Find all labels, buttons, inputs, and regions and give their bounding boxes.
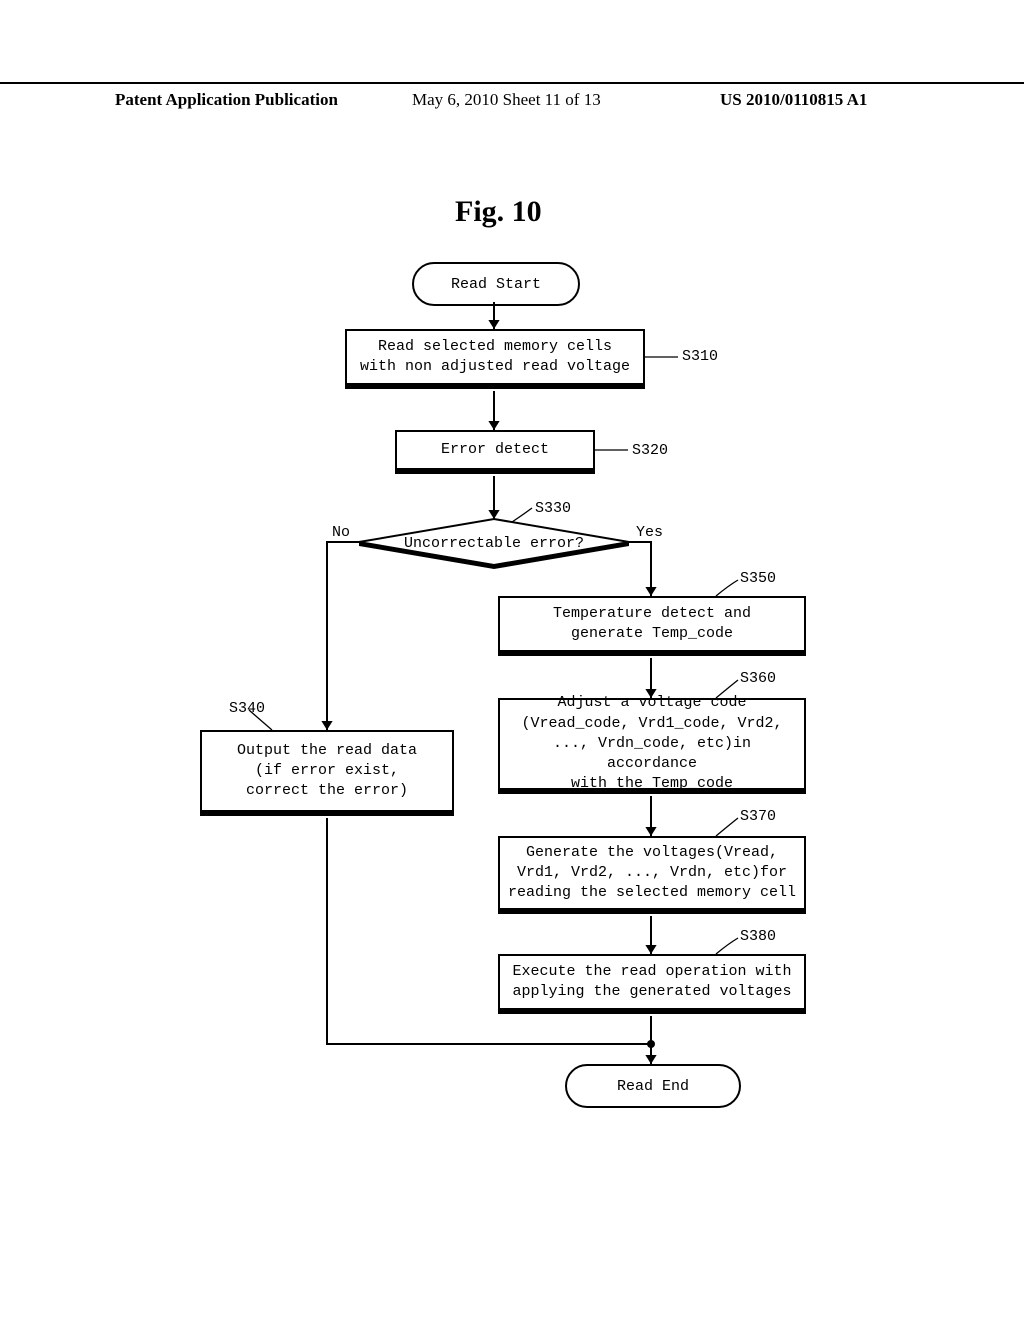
- node-s310: Read selected memory cellswith non adjus…: [345, 329, 645, 385]
- header-center: May 6, 2010 Sheet 11 of 13: [412, 90, 601, 110]
- label-s380: S380: [740, 928, 776, 945]
- node-s370-text: Generate the voltages(Vread,Vrd1, Vrd2, …: [508, 843, 796, 904]
- page: Patent Application Publication May 6, 20…: [0, 0, 1024, 1320]
- header-left: Patent Application Publication: [115, 90, 338, 110]
- label-s360: S360: [740, 670, 776, 687]
- node-s320: Error detect: [395, 430, 595, 470]
- label-s340: S340: [229, 700, 265, 717]
- label-s350: S350: [740, 570, 776, 587]
- node-s370: Generate the voltages(Vread,Vrd1, Vrd2, …: [498, 836, 806, 910]
- header-right: US 2010/0110815 A1: [720, 90, 867, 110]
- node-start: Read Start: [412, 262, 580, 306]
- node-end: Read End: [565, 1064, 741, 1108]
- node-start-text: Read Start: [451, 276, 541, 293]
- figure-title: Fig. 10: [455, 195, 542, 229]
- header-rule: [0, 82, 1024, 84]
- node-s340: Output the read data(if error exist,corr…: [200, 730, 454, 812]
- node-s340-text: Output the read data(if error exist,corr…: [237, 741, 417, 802]
- node-end-text: Read End: [617, 1078, 689, 1095]
- node-s350: Temperature detect andgenerate Temp_code: [498, 596, 806, 652]
- node-s380-text: Execute the read operation withapplying …: [512, 962, 791, 1003]
- label-yes: Yes: [636, 524, 663, 541]
- label-s370: S370: [740, 808, 776, 825]
- label-s320: S320: [632, 442, 668, 459]
- node-s350-text: Temperature detect andgenerate Temp_code: [553, 604, 751, 645]
- label-s330: S330: [535, 500, 571, 517]
- node-s360-text: Adjust a voltage code(Vread_code, Vrd1_c…: [506, 693, 798, 794]
- node-s310-text: Read selected memory cellswith non adjus…: [360, 337, 630, 378]
- node-s360: Adjust a voltage code(Vread_code, Vrd1_c…: [498, 698, 806, 790]
- node-s320-text: Error detect: [441, 440, 549, 460]
- label-s310: S310: [682, 348, 718, 365]
- label-no: No: [332, 524, 350, 541]
- node-s380: Execute the read operation withapplying …: [498, 954, 806, 1010]
- svg-text:Uncorrectable error?: Uncorrectable error?: [404, 535, 584, 552]
